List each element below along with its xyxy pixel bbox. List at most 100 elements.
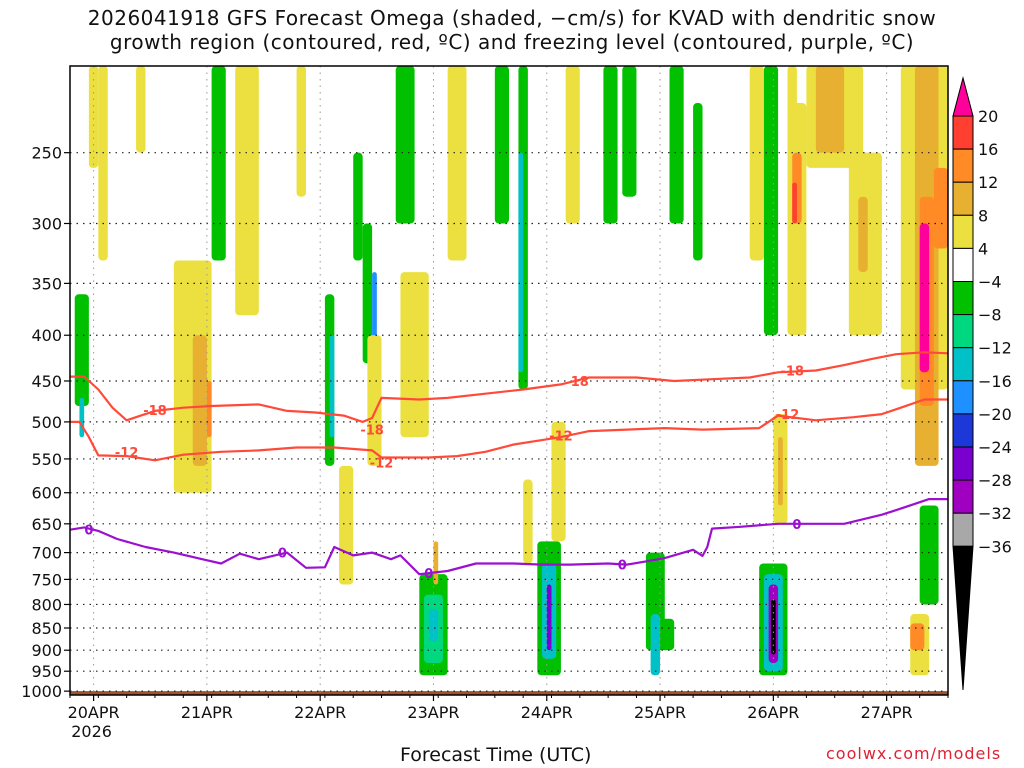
omega-cell-40 bbox=[693, 103, 703, 261]
surface-strip bbox=[70, 691, 948, 695]
x-tick-label-27APR: 27APR bbox=[861, 703, 913, 722]
y-tick-label-500: 500 bbox=[31, 413, 62, 432]
y-tick-label-400: 400 bbox=[31, 326, 62, 345]
colorbar-segment-10 bbox=[952, 413, 974, 448]
omega-cell-54 bbox=[815, 66, 845, 153]
y-tick-label-900: 900 bbox=[31, 641, 62, 660]
contour-label-10: 0 bbox=[424, 567, 433, 582]
omega-cell-6 bbox=[192, 335, 207, 466]
colorbar-label-7: −12 bbox=[978, 339, 1012, 358]
y-tick-label-250: 250 bbox=[31, 144, 62, 163]
contour-label-8: 0 bbox=[84, 524, 93, 539]
omega-cell-39 bbox=[669, 66, 684, 224]
omega-cell-41 bbox=[749, 66, 764, 261]
contour-label-1: -18 bbox=[360, 424, 384, 439]
omega-cell-61 bbox=[933, 167, 948, 249]
omega-cell-35 bbox=[622, 66, 637, 197]
omega-cell-25 bbox=[494, 66, 509, 224]
contour--18-0 bbox=[70, 351, 948, 423]
colorbar-segment-7 bbox=[952, 314, 974, 349]
omega-cell-31 bbox=[546, 584, 552, 651]
omega-cell-9 bbox=[235, 66, 259, 316]
x-tick-label-25APR: 25APR bbox=[634, 703, 686, 722]
x-tick-sublabel-20APR: 2026 bbox=[71, 722, 112, 741]
colorbar-label-1: 16 bbox=[978, 140, 998, 159]
colorbar-label-6: −8 bbox=[978, 306, 1002, 325]
omega-cell-0 bbox=[74, 294, 89, 407]
contour-label-0: -18 bbox=[143, 404, 167, 419]
colorbar-bottom-arrow bbox=[952, 545, 974, 691]
omega-cell-23 bbox=[433, 541, 439, 585]
omega-cell-48 bbox=[770, 599, 776, 655]
contour-label-2: 18 bbox=[571, 375, 589, 390]
x-tick-label-21APR: 21APR bbox=[181, 703, 233, 722]
y-tick-label-600: 600 bbox=[31, 484, 62, 503]
y-tick-label-700: 700 bbox=[31, 544, 62, 563]
plot-area: -18 -18 18 -18 -12 -12 -12 -12 0 0 0 0 0 bbox=[70, 66, 948, 695]
colorbar-label-3: 8 bbox=[978, 206, 988, 225]
omega-cell-13 bbox=[339, 465, 354, 585]
chart-title-line2: growth region (contoured, red, ºC) and f… bbox=[109, 30, 915, 54]
colorbar-label-5: −4 bbox=[978, 273, 1002, 292]
omega-cell-38 bbox=[660, 618, 675, 651]
chart-title-line1: 2026041918 GFS Forecast Omega (shaded, −… bbox=[87, 6, 937, 30]
omega-cell-17 bbox=[367, 335, 382, 466]
colorbar-segment-4 bbox=[952, 214, 974, 249]
x-tick-label-26APR: 26APR bbox=[747, 703, 799, 722]
omega-cell-56 bbox=[858, 196, 868, 273]
omega-cell-10 bbox=[296, 66, 307, 197]
omega-cell-7 bbox=[206, 380, 212, 438]
colorbar-label-2: 12 bbox=[978, 173, 998, 192]
colorbar-segment-6 bbox=[952, 281, 974, 316]
colorbar-label-13: −36 bbox=[978, 537, 1012, 556]
omega-cell-64 bbox=[910, 623, 925, 651]
omega-cell-33 bbox=[565, 66, 580, 224]
y-tick-label-550: 550 bbox=[31, 450, 62, 469]
omega-cell-52 bbox=[792, 182, 797, 224]
contour-label-3: -18 bbox=[780, 364, 804, 379]
omega-cell-14 bbox=[353, 152, 363, 261]
colorbar-label-10: −24 bbox=[978, 438, 1012, 457]
omega-cell-8 bbox=[211, 66, 226, 261]
omega-cell-62 bbox=[919, 505, 939, 605]
omega-cell-4 bbox=[136, 66, 146, 153]
chart-title: 2026041918 GFS Forecast Omega (shaded, −… bbox=[0, 6, 1024, 54]
colorbar-label-4: 4 bbox=[978, 239, 988, 258]
contour-label-12: 0 bbox=[792, 518, 801, 533]
omega-cell-60 bbox=[919, 223, 930, 373]
contour-label-9: 0 bbox=[278, 547, 287, 562]
omega-cell-28 bbox=[523, 479, 533, 564]
colorbar-segment-8 bbox=[952, 347, 974, 382]
colorbar-label-9: −20 bbox=[978, 405, 1012, 424]
x-tick-label-23APR: 23APR bbox=[407, 703, 459, 722]
y-tick-label-850: 850 bbox=[31, 619, 62, 638]
omega-cell-24 bbox=[447, 66, 467, 261]
contour-label-7: -12 bbox=[776, 408, 800, 423]
omega-cell-42 bbox=[763, 66, 779, 336]
omega-cell-27 bbox=[518, 152, 524, 373]
contour-label-11: 0 bbox=[618, 559, 627, 574]
omega-cell-32 bbox=[551, 421, 566, 542]
y-tick-label-1000: 1000 bbox=[21, 682, 62, 701]
omega-cell-44 bbox=[778, 437, 783, 506]
colorbar-segment-11 bbox=[952, 446, 974, 481]
omega-cell-34 bbox=[603, 66, 618, 224]
omega-cell-19 bbox=[400, 272, 429, 438]
colorbar-segment-12 bbox=[952, 479, 974, 514]
colorbar-segment-2 bbox=[952, 148, 974, 183]
omega-cell-37 bbox=[650, 614, 661, 676]
y-tick-label-450: 450 bbox=[31, 372, 62, 391]
x-tick-label-22APR: 22APR bbox=[294, 703, 346, 722]
colorbar-segment-3 bbox=[952, 181, 974, 216]
colorbar-label-12: −32 bbox=[978, 504, 1012, 523]
y-tick-label-300: 300 bbox=[31, 214, 62, 233]
x-axis-label: Forecast Time (UTC) bbox=[400, 744, 592, 766]
credit-link[interactable]: coolwx.com/models bbox=[826, 744, 1002, 763]
colorbar-segment-9 bbox=[952, 380, 974, 415]
x-tick-label-24APR: 24APR bbox=[521, 703, 573, 722]
y-tick-label-800: 800 bbox=[31, 595, 62, 614]
omega-cell-15 bbox=[362, 223, 373, 364]
contour-label-5: -12 bbox=[370, 456, 394, 471]
omega-cell-18 bbox=[395, 66, 415, 224]
